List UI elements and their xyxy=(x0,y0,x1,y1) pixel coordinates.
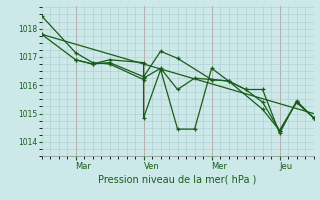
X-axis label: Pression niveau de la mer( hPa ): Pression niveau de la mer( hPa ) xyxy=(99,175,257,185)
